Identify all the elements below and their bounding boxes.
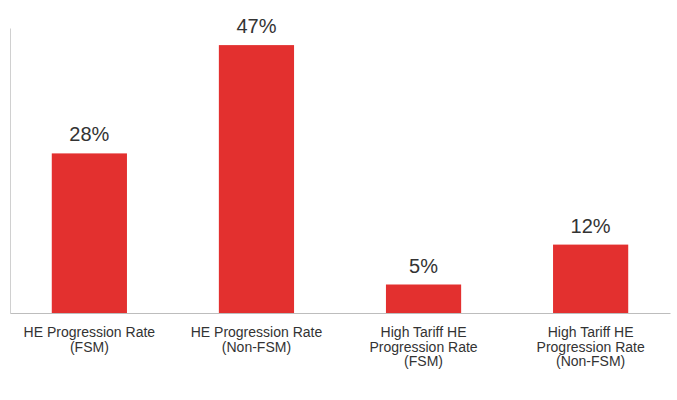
x-tick: High Tariff HEProgression Rate(Non-FSM) xyxy=(537,313,645,369)
x-tick-label: HE Progression Rate(Non-FSM) xyxy=(191,324,323,355)
x-tick-label-line: High Tariff HE xyxy=(548,324,634,340)
x-tick-label-line: (FSM) xyxy=(70,339,109,355)
bar xyxy=(219,45,294,313)
data-label: 5% xyxy=(409,255,438,277)
x-tick-label-line: (FSM) xyxy=(404,353,443,369)
x-tick: HE Progression Rate(Non-FSM) xyxy=(191,313,323,355)
x-tick-label-line: Progression Rate xyxy=(369,339,477,355)
x-tick-label-line: Progression Rate xyxy=(537,339,645,355)
x-tick-label-line: High Tariff HE xyxy=(381,324,467,340)
x-tick-label-line: HE Progression Rate xyxy=(191,324,323,340)
bar xyxy=(52,153,127,313)
y-axis xyxy=(10,29,11,314)
x-tick: HE Progression Rate(FSM) xyxy=(24,313,156,355)
data-labels: 28% 47% 5% 12% xyxy=(69,15,611,276)
x-tick-label: High Tariff HEProgression Rate(FSM) xyxy=(369,324,477,369)
x-tick-label-line: (Non-FSM) xyxy=(556,353,625,369)
x-tick-label: HE Progression Rate(FSM) xyxy=(24,324,156,355)
bar xyxy=(553,245,628,313)
y-axis-line xyxy=(10,29,11,314)
data-label: 47% xyxy=(236,15,276,37)
x-tick-label: High Tariff HEProgression Rate(Non-FSM) xyxy=(537,324,645,369)
x-tick: High Tariff HEProgression Rate(FSM) xyxy=(369,313,477,369)
x-tick-label-line: HE Progression Rate xyxy=(24,324,156,340)
bar xyxy=(386,285,461,314)
x-axis-line xyxy=(11,313,671,314)
data-label: 28% xyxy=(69,123,109,145)
chart-svg: HE Progression Rate(FSM)HE Progression R… xyxy=(0,0,677,400)
bars xyxy=(52,45,628,313)
x-axis: HE Progression Rate(FSM)HE Progression R… xyxy=(11,313,671,369)
x-tick-label-line: (Non-FSM) xyxy=(222,339,291,355)
data-label: 12% xyxy=(571,215,611,237)
chart-container: HE Progression Rate(FSM)HE Progression R… xyxy=(0,0,677,400)
